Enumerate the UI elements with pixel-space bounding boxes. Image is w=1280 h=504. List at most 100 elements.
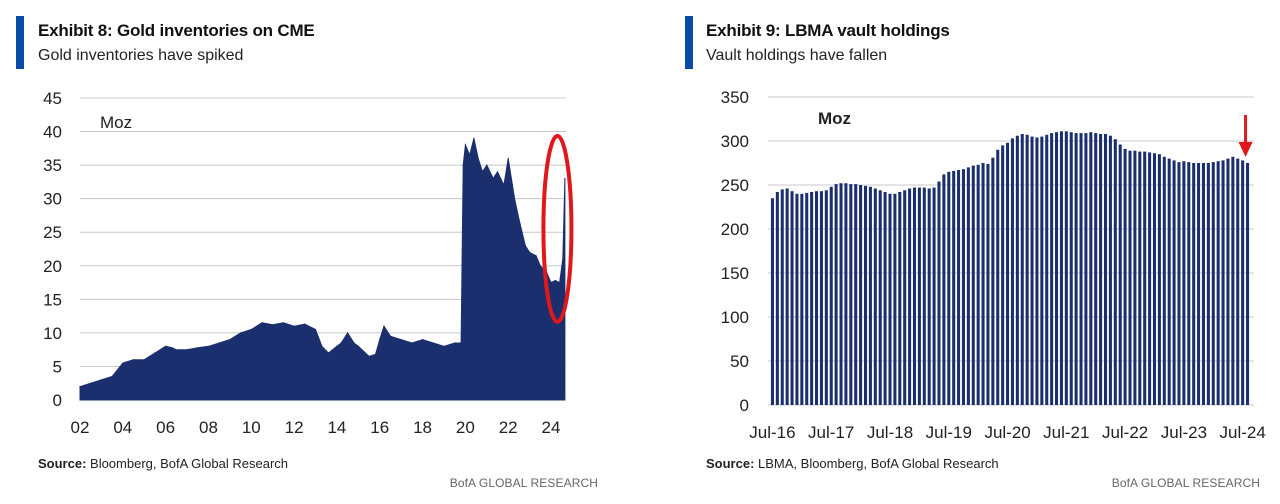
data-point [261, 322, 263, 324]
highlight-arrow-head [1238, 142, 1253, 157]
y-tick-label: 350 [721, 88, 749, 107]
y-tick-label: 200 [721, 220, 749, 239]
exhibit-9-panel: Exhibit 9: LBMA vault holdings Vault hol… [668, 0, 1280, 504]
bar [1079, 133, 1083, 405]
bar [1246, 163, 1250, 405]
bar [1050, 133, 1054, 405]
data-point [197, 347, 199, 349]
x-tick-label: Jul-19 [926, 423, 972, 442]
x-tick-label: 12 [285, 418, 304, 437]
x-tick-label: Jul-21 [1043, 423, 1089, 442]
x-tick-label: Jul-17 [808, 423, 854, 442]
bar [1059, 131, 1063, 406]
x-tick-label: Jul-18 [867, 423, 913, 442]
data-point [559, 282, 561, 284]
bar [1138, 151, 1142, 405]
bar [878, 190, 882, 405]
data-point [132, 359, 135, 361]
data-point [400, 339, 402, 341]
y-tick-label: 45 [43, 89, 62, 108]
bar [815, 191, 819, 405]
y-tick-label: 300 [721, 132, 749, 151]
data-point [524, 245, 526, 247]
bar [961, 169, 965, 405]
exhibit-8-panel: Exhibit 8: Gold inventories on CME Gold … [0, 0, 620, 504]
x-tick-label: 24 [542, 418, 561, 437]
data-point [165, 345, 167, 347]
data-point [454, 342, 456, 344]
data-point [383, 325, 385, 327]
data-point [100, 379, 102, 381]
source-text: LBMA, Bloomberg, BofA Global Research [754, 456, 999, 471]
bar [1182, 161, 1186, 405]
bar [883, 192, 887, 405]
data-point [481, 171, 484, 173]
data-point [304, 323, 306, 325]
bar [790, 191, 794, 405]
bar [996, 149, 1000, 405]
x-tick-label: 08 [199, 418, 218, 437]
data-point [422, 339, 424, 341]
data-point [347, 332, 349, 334]
bar [1148, 152, 1152, 405]
data-point [272, 324, 274, 326]
bar [770, 198, 774, 405]
y-tick-label: 15 [43, 290, 62, 309]
lbma-vault-holdings-chart: 0 50 100 150 200 250 300 350 Jul-16 Jul-17 Jul-18 J… [721, 88, 1266, 442]
data-point [282, 322, 284, 324]
bar [1177, 162, 1181, 405]
bar [1074, 133, 1078, 405]
bar [981, 163, 985, 405]
brand-footer: BofA GLOBAL RESEARCH [449, 476, 598, 490]
data-point [171, 347, 173, 349]
y-unit-label: Moz [818, 109, 851, 128]
y-tick-label: 25 [43, 223, 62, 242]
data-point [154, 352, 156, 354]
data-point [550, 282, 552, 284]
bar [1030, 136, 1034, 405]
bar [903, 190, 907, 405]
exhibit-title: Exhibit 8: Gold inventories on CME [38, 21, 315, 40]
bar [1201, 163, 1205, 405]
bar [1133, 150, 1137, 405]
bar [873, 188, 877, 405]
data-point [336, 345, 338, 347]
data-point [374, 353, 377, 355]
data-point [90, 382, 92, 384]
bar [927, 188, 931, 405]
data-point [218, 342, 220, 344]
exhibit-subtitle: Vault holdings have fallen [706, 47, 888, 64]
data-point [353, 342, 355, 344]
x-tick-label: Jul-20 [984, 423, 1030, 442]
bar [1172, 160, 1176, 405]
bar [1045, 134, 1049, 406]
y-tick-label: 0 [740, 396, 749, 415]
bar [947, 171, 951, 405]
data-point [122, 362, 124, 364]
x-tick-label: 02 [71, 418, 90, 437]
y-tick-label: 35 [43, 156, 62, 175]
bar [829, 186, 833, 405]
bar [785, 188, 789, 405]
bar [839, 183, 843, 405]
bar [834, 184, 838, 405]
y-tick-label: 0 [53, 391, 62, 410]
bar [849, 184, 853, 405]
bar [1187, 162, 1191, 405]
x-tick-label: Jul-16 [749, 423, 795, 442]
bar [1001, 145, 1005, 405]
data-point [321, 345, 323, 347]
bar [1211, 162, 1215, 405]
data-point [79, 386, 81, 388]
bar [932, 187, 936, 405]
data-point [514, 198, 516, 200]
data-point [411, 342, 413, 344]
bar [1226, 158, 1230, 405]
data-point [462, 164, 464, 166]
bar [1143, 151, 1147, 405]
data-point [340, 342, 342, 344]
bar [1216, 161, 1220, 405]
data-point [327, 352, 329, 354]
data-point [496, 171, 499, 173]
bar [1020, 134, 1024, 405]
